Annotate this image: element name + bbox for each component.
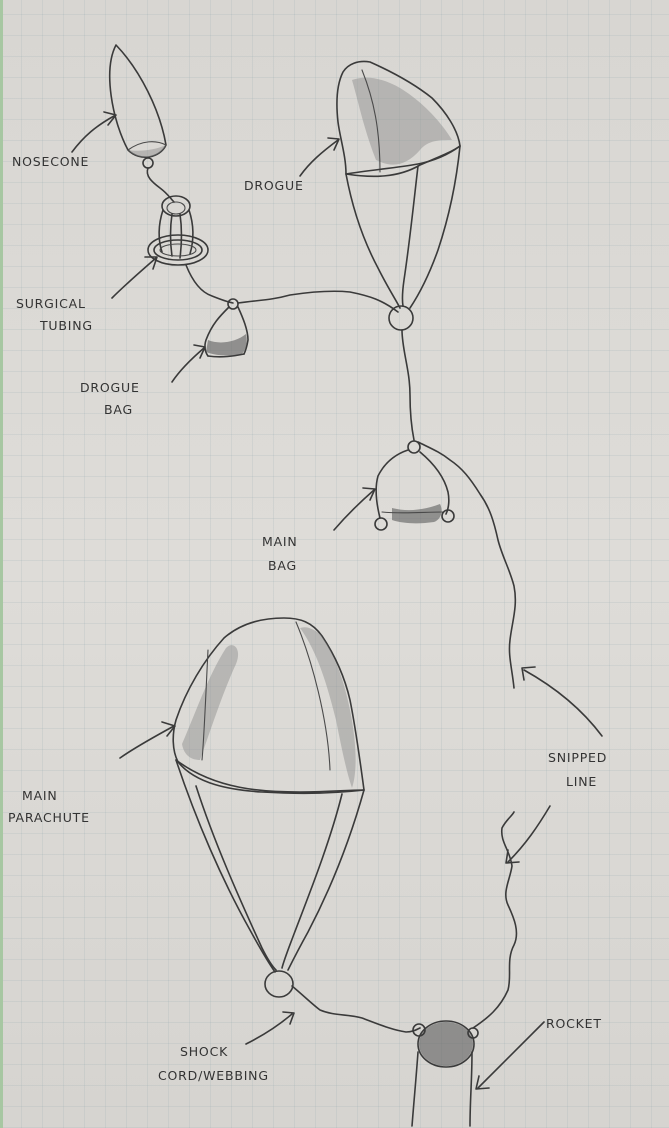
rocket-shape (411, 1020, 479, 1127)
drogue-bag-shape (204, 298, 249, 358)
label-surgical-tubing-line2: TUBING (39, 318, 93, 333)
shock-cord-arrow (245, 1011, 295, 1045)
main-bag-arrow (333, 487, 376, 531)
drogue-cord (237, 290, 399, 313)
surgical-tubing-arrow (111, 256, 158, 299)
nosecone-arrow (71, 111, 117, 153)
label-shock-cord-line1: SHOCK (180, 1044, 228, 1059)
main-bag-shape (374, 440, 455, 531)
rocket-arrow (475, 1021, 545, 1090)
label-drogue-bag-line1: DROGUE (80, 380, 140, 395)
label-main-parachute-line2: PARACHUTE (8, 810, 90, 825)
shock-cord-line (291, 985, 421, 1033)
label-rocket: ROCKET (546, 1016, 602, 1031)
drogue-arrow (299, 137, 340, 177)
snipped-line-upper (417, 441, 517, 689)
nosecone-shape (109, 44, 167, 169)
surgical-tubing-shape (147, 195, 209, 266)
snipped-line-lower (472, 811, 518, 1029)
label-snipped-line-line1: SNIPPED (548, 750, 607, 765)
snipped-line-arrow-lower (505, 805, 551, 864)
label-shock-cord-line2: CORD/WEBBING (158, 1068, 269, 1083)
snipped-line-arrow-upper (521, 666, 603, 737)
label-main-bag-line2: BAG (268, 558, 297, 573)
label-main-parachute-line1: MAIN (22, 788, 58, 803)
label-nosecone: NOSECONE (12, 154, 89, 169)
label-snipped-line-line2: LINE (566, 774, 597, 789)
label-surgical-tubing-line1: SURGICAL (16, 296, 86, 311)
drogue-bag-arrow (171, 344, 206, 383)
label-drogue-bag-line2: BAG (104, 402, 133, 417)
label-drogue: DROGUE (244, 178, 304, 193)
tubing-cord (185, 264, 234, 304)
main-parachute-shape (172, 617, 365, 998)
main-bag-cord (401, 329, 415, 441)
main-parachute-arrow (119, 721, 176, 759)
nosecone-cord (146, 167, 175, 203)
drogue-chute-shape (336, 60, 461, 331)
label-main-bag-line1: MAIN (262, 534, 298, 549)
